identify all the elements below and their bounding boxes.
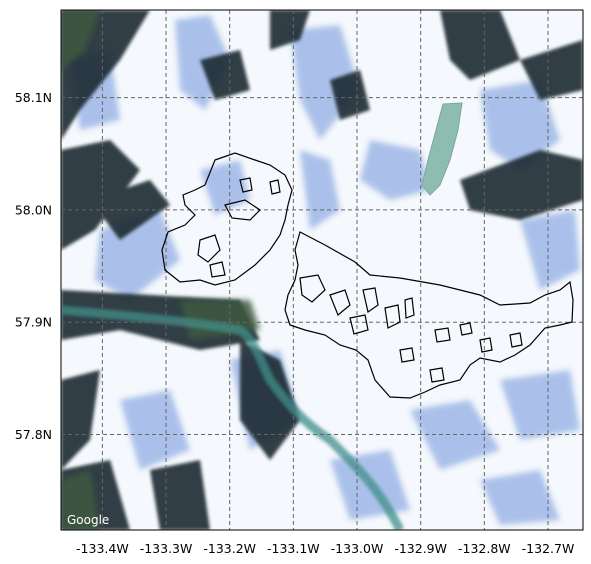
nunatak-outline [384,304,401,329]
nunatak-outline [459,322,473,336]
nunatak-outline [209,261,226,278]
y-tick-label: 58.1N [15,90,52,105]
glacier-outline-east [284,231,574,399]
nunatak-outline [224,199,261,221]
nunatak-outline [404,297,415,319]
nunatak-outline [429,367,445,383]
nunatak-outline [239,177,253,193]
nunatak-outline [362,287,379,314]
nunatak-outline [509,332,523,348]
nunatak-outline [329,289,351,316]
x-tick-label: -132.7W [522,541,575,556]
y-axis-tick-labels: 58.1N 58.0N 57.9N 57.8N [15,90,52,442]
map-frame [60,9,584,531]
x-tick-label: -132.9W [394,541,447,556]
nunatak-outline [299,274,326,303]
x-tick-label: -133.4W [76,541,129,556]
satellite-basemap [61,10,583,530]
map-attribution: Google [67,513,109,527]
x-tick-label: -133.3W [140,541,193,556]
x-tick-label: -132.8W [458,541,511,556]
y-tick-label: 57.9N [15,315,52,330]
y-tick-label: 58.0N [15,202,52,217]
nunatak-outline [399,347,415,363]
x-tick-label: -133.0W [331,541,384,556]
nunatak-outline [434,327,451,343]
y-tick-label: 57.8N [15,427,52,442]
glacial-lake [421,102,463,196]
x-axis-tick-labels: -133.4W -133.3W -133.2W -133.1W -133.0W -132.… [76,541,574,556]
river-channel [61,305,405,530]
nunatak-outline [349,314,369,335]
glacier-outline-main [161,152,293,286]
x-tick-label: -133.1W [267,541,320,556]
nunatak-outline [197,234,221,263]
nunatak-outline [269,179,281,195]
x-tick-label: -133.2W [203,541,256,556]
nunatak-outline [479,337,493,353]
glacier-outlines [161,152,574,399]
graticule [61,10,583,530]
